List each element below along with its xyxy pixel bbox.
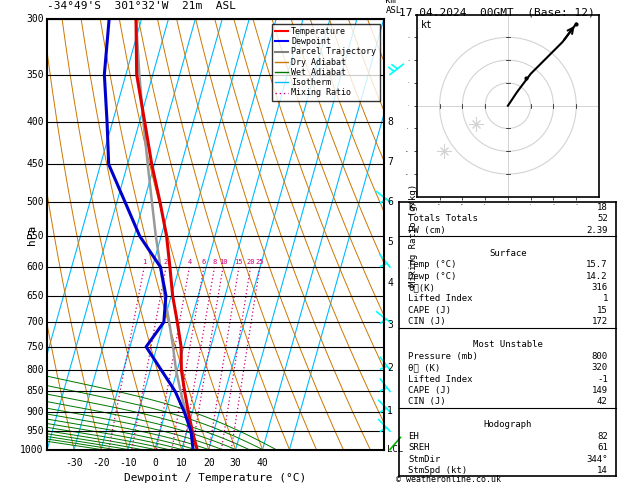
Text: 450: 450 — [26, 159, 44, 169]
Text: 8: 8 — [213, 259, 216, 265]
Text: 172: 172 — [592, 317, 608, 326]
Text: StmDir: StmDir — [408, 454, 440, 464]
Text: 2: 2 — [387, 363, 393, 373]
Text: 344°: 344° — [586, 454, 608, 464]
Text: 5: 5 — [387, 238, 393, 247]
Text: 3: 3 — [387, 320, 393, 330]
Text: 6: 6 — [387, 197, 393, 207]
Text: Most Unstable: Most Unstable — [473, 340, 543, 349]
Text: 2: 2 — [164, 259, 168, 265]
Text: CAPE (J): CAPE (J) — [408, 306, 451, 315]
Text: 4: 4 — [387, 278, 393, 288]
Text: -34°49'S  301°32'W  21m  ASL: -34°49'S 301°32'W 21m ASL — [47, 1, 236, 11]
Text: 6: 6 — [202, 259, 206, 265]
Text: CAPE (J): CAPE (J) — [408, 386, 451, 395]
Text: 15: 15 — [235, 259, 243, 265]
Text: 40: 40 — [257, 458, 269, 468]
Text: 30: 30 — [230, 458, 242, 468]
Text: 550: 550 — [26, 231, 44, 241]
Text: 52: 52 — [597, 214, 608, 224]
Text: LCL: LCL — [387, 445, 403, 454]
Text: Surface: Surface — [489, 249, 526, 258]
Text: -10: -10 — [119, 458, 136, 468]
Text: 17.04.2024  00GMT  (Base: 12): 17.04.2024 00GMT (Base: 12) — [399, 7, 595, 17]
Text: Lifted Index: Lifted Index — [408, 375, 472, 383]
Text: Hodograph: Hodograph — [484, 420, 532, 429]
Text: 350: 350 — [26, 69, 44, 80]
Text: 0: 0 — [152, 458, 158, 468]
Text: 61: 61 — [597, 443, 608, 452]
Text: θᴇ(K): θᴇ(K) — [408, 283, 435, 292]
Text: 18: 18 — [597, 203, 608, 212]
Text: 300: 300 — [26, 15, 44, 24]
Text: 20: 20 — [203, 458, 214, 468]
Text: θᴇ (K): θᴇ (K) — [408, 363, 440, 372]
Text: hPa: hPa — [27, 225, 37, 244]
Text: SREH: SREH — [408, 443, 430, 452]
Text: 1: 1 — [142, 259, 147, 265]
Text: 750: 750 — [26, 342, 44, 352]
Text: Lifted Index: Lifted Index — [408, 295, 472, 303]
Text: 320: 320 — [592, 363, 608, 372]
Text: 10: 10 — [219, 259, 227, 265]
Text: 1000: 1000 — [20, 445, 44, 454]
Text: 500: 500 — [26, 197, 44, 207]
Legend: Temperature, Dewpoint, Parcel Trajectory, Dry Adiabat, Wet Adiabat, Isotherm, Mi: Temperature, Dewpoint, Parcel Trajectory… — [272, 24, 379, 101]
Text: km
ASL: km ASL — [386, 0, 401, 15]
Text: -30: -30 — [65, 458, 83, 468]
Text: 850: 850 — [26, 386, 44, 397]
Text: 14.2: 14.2 — [586, 272, 608, 280]
Text: 700: 700 — [26, 317, 44, 327]
Text: 42: 42 — [597, 398, 608, 406]
Text: 8: 8 — [387, 117, 393, 127]
Text: 650: 650 — [26, 291, 44, 301]
Text: Pressure (mb): Pressure (mb) — [408, 352, 478, 361]
Text: 600: 600 — [26, 262, 44, 272]
Text: 20: 20 — [247, 259, 255, 265]
Text: K: K — [408, 203, 413, 212]
Text: PW (cm): PW (cm) — [408, 226, 446, 235]
Text: 1: 1 — [387, 406, 393, 416]
Text: 950: 950 — [26, 426, 44, 436]
Text: 1: 1 — [603, 295, 608, 303]
Text: 800: 800 — [26, 365, 44, 375]
Text: -1: -1 — [597, 375, 608, 383]
Text: 149: 149 — [592, 386, 608, 395]
Text: 800: 800 — [592, 352, 608, 361]
Text: 7: 7 — [387, 157, 393, 167]
Text: 14: 14 — [597, 466, 608, 475]
Text: Dewpoint / Temperature (°C): Dewpoint / Temperature (°C) — [125, 473, 306, 483]
Text: 15: 15 — [597, 306, 608, 315]
Text: 15.7: 15.7 — [586, 260, 608, 269]
Text: -20: -20 — [92, 458, 110, 468]
Text: EH: EH — [408, 432, 419, 441]
Text: 10: 10 — [176, 458, 187, 468]
Text: 4: 4 — [187, 259, 191, 265]
Text: 82: 82 — [597, 432, 608, 441]
Text: © weatheronline.co.uk: © weatheronline.co.uk — [396, 474, 501, 484]
Text: 900: 900 — [26, 407, 44, 417]
Text: 25: 25 — [255, 259, 264, 265]
Text: 316: 316 — [592, 283, 608, 292]
Text: Temp (°C): Temp (°C) — [408, 260, 457, 269]
Text: kt: kt — [420, 20, 432, 30]
Text: Dewp (°C): Dewp (°C) — [408, 272, 457, 280]
Text: CIN (J): CIN (J) — [408, 317, 446, 326]
Text: 400: 400 — [26, 117, 44, 127]
Text: 2.39: 2.39 — [586, 226, 608, 235]
Text: CIN (J): CIN (J) — [408, 398, 446, 406]
Text: Mixing Ratio (g/kg): Mixing Ratio (g/kg) — [409, 183, 418, 286]
Text: Totals Totals: Totals Totals — [408, 214, 478, 224]
Text: StmSpd (kt): StmSpd (kt) — [408, 466, 467, 475]
